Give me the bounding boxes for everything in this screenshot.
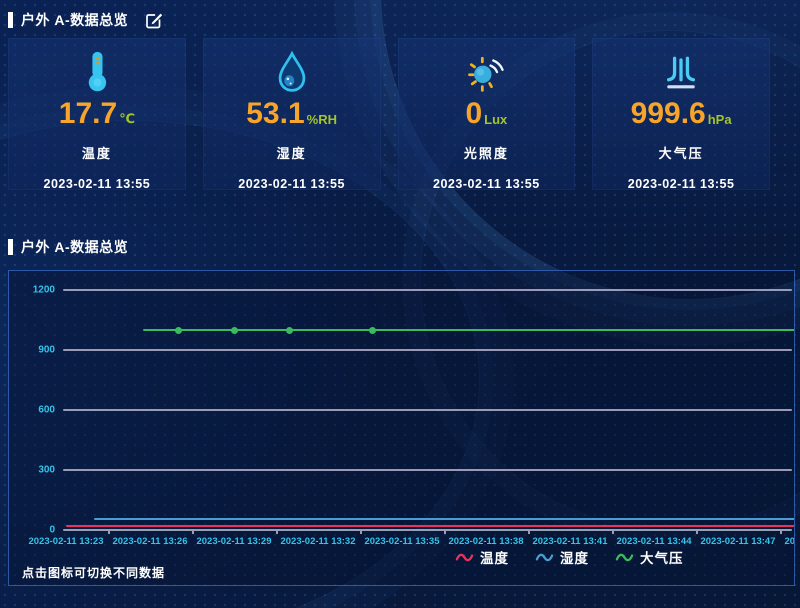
illuminance-label: 光照度 [463, 146, 509, 161]
y-axis: 0 300 600 900 1200 [9, 285, 57, 536]
gridline-300 [63, 469, 792, 471]
x-axis-tick [444, 529, 446, 534]
temperature-value: 17.7 [58, 97, 118, 130]
temperature-timestamp: 2023-02-11 13:55 [43, 177, 151, 191]
legend-item-湿度[interactable]: 湿度 [535, 547, 589, 567]
plot-area: 2023-02-11 13:23 2023-02-11 13:26 2023-02-… [28, 289, 794, 547]
x-tick-label: 2023-02-11 13:26 [112, 536, 188, 547]
card-temperature[interactable]: 17.7 ℃ 温度 2023-02-11 13:55 [8, 38, 186, 191]
sun-icon[interactable] [398, 50, 576, 94]
x-tick-label: 2023-02-11 13:32 [280, 536, 356, 547]
legend-label: 湿度 [560, 551, 589, 566]
series-point-大气压 [286, 326, 294, 334]
thermometer-icon[interactable] [8, 50, 186, 94]
chart-section-header: 户外 A-数据总览 [0, 237, 800, 257]
x-tick-label: 2023-02-11 13:41 [532, 536, 608, 547]
temperature-unit: ℃ [119, 111, 135, 126]
legend-marker [455, 553, 474, 562]
title-accent-bar [8, 12, 13, 28]
legend-marker [535, 553, 554, 562]
series-line-大气压 [143, 328, 794, 332]
chart-panel: 0 300 600 900 1200 2023-02-11 13:23 2023-02-1… [8, 270, 795, 586]
humidity-label: 湿度 [276, 146, 307, 161]
droplet-icon[interactable] [203, 50, 381, 94]
title-accent-bar [8, 239, 13, 255]
x-axis-tick [528, 529, 530, 534]
humidity-timestamp: 2023-02-11 13:55 [238, 177, 345, 191]
y-tick-label: 1200 [32, 284, 55, 296]
overview-header: 户外 A-数据总览 [0, 0, 800, 30]
series-line-湿度 [93, 518, 794, 521]
x-tick-label: 2023-02-11 13:44 [616, 536, 692, 547]
illuminance-value: 0 [465, 97, 483, 130]
y-tick-label: 0 [49, 524, 55, 536]
legend-label: 大气压 [640, 551, 684, 566]
gridline-0 [63, 529, 792, 531]
card-pressure[interactable]: 999.6 hPa 大气压 2023-02-11 13:55 [592, 38, 770, 191]
humidity-value: 53.1 [246, 97, 305, 130]
x-tick-label: 2023-02-11 13:29 [196, 536, 272, 547]
legend-marker [615, 553, 634, 562]
stat-cards-row: 17.7 ℃ 温度 2023-02-11 13:55 53.1 %RH 湿度 2… [8, 38, 770, 191]
x-axis-tick [612, 529, 614, 534]
y-tick-label: 600 [38, 404, 55, 416]
series-line-温度 [65, 525, 794, 528]
x-tick-label: 2023-02-11 13:47 [700, 536, 776, 547]
y-tick-label: 900 [38, 344, 55, 356]
chart-footnote: 点击图标可切换不同数据 [22, 566, 166, 580]
x-axis-tick [360, 529, 362, 534]
edit-icon[interactable] [144, 10, 164, 30]
x-axis-tick [780, 529, 782, 534]
illuminance-timestamp: 2023-02-11 13:55 [433, 177, 540, 191]
humidity-unit: %RH [306, 112, 337, 127]
pressure-icon[interactable] [592, 50, 770, 94]
page-title: 户外 A-数据总览 [21, 12, 129, 28]
legend-label: 温度 [480, 551, 509, 566]
gridline-600 [63, 409, 792, 411]
x-tick-label: 2023-02-11 13:35 [364, 536, 440, 547]
temperature-label: 温度 [81, 146, 112, 161]
pressure-unit: hPa [707, 112, 732, 127]
series-point-大气压 [369, 326, 377, 334]
legend-item-温度[interactable]: 温度 [455, 547, 509, 567]
gridline-1200 [63, 289, 792, 291]
chart-section-title: 户外 A-数据总览 [21, 239, 129, 255]
y-tick-label: 300 [38, 464, 55, 476]
x-axis-tick [108, 529, 110, 534]
pressure-label: 大气压 [658, 146, 704, 161]
series-point-大气压 [175, 326, 183, 334]
x-axis-tick [192, 529, 194, 534]
card-humidity[interactable]: 53.1 %RH 湿度 2023-02-11 13:55 [202, 38, 381, 191]
x-axis-tick [276, 529, 278, 534]
x-tick-label: 2023-02-11 13:50 [784, 536, 795, 547]
x-tick-label: 2023-02-11 13:23 [28, 536, 104, 547]
gridline-900 [63, 349, 792, 351]
legend-item-大气压[interactable]: 大气压 [615, 547, 684, 567]
x-axis-tick [696, 529, 698, 534]
pressure-value: 999.6 [630, 97, 706, 130]
series-point-大气压 [230, 326, 238, 334]
card-illuminance[interactable]: 0 Lux 光照度 2023-02-11 13:55 [397, 38, 576, 191]
x-tick-label: 2023-02-11 13:38 [448, 536, 524, 547]
illuminance-unit: Lux [484, 112, 508, 127]
pressure-timestamp: 2023-02-11 13:55 [627, 177, 735, 191]
chart-legend: 温度 湿度 大气压 [455, 547, 684, 567]
